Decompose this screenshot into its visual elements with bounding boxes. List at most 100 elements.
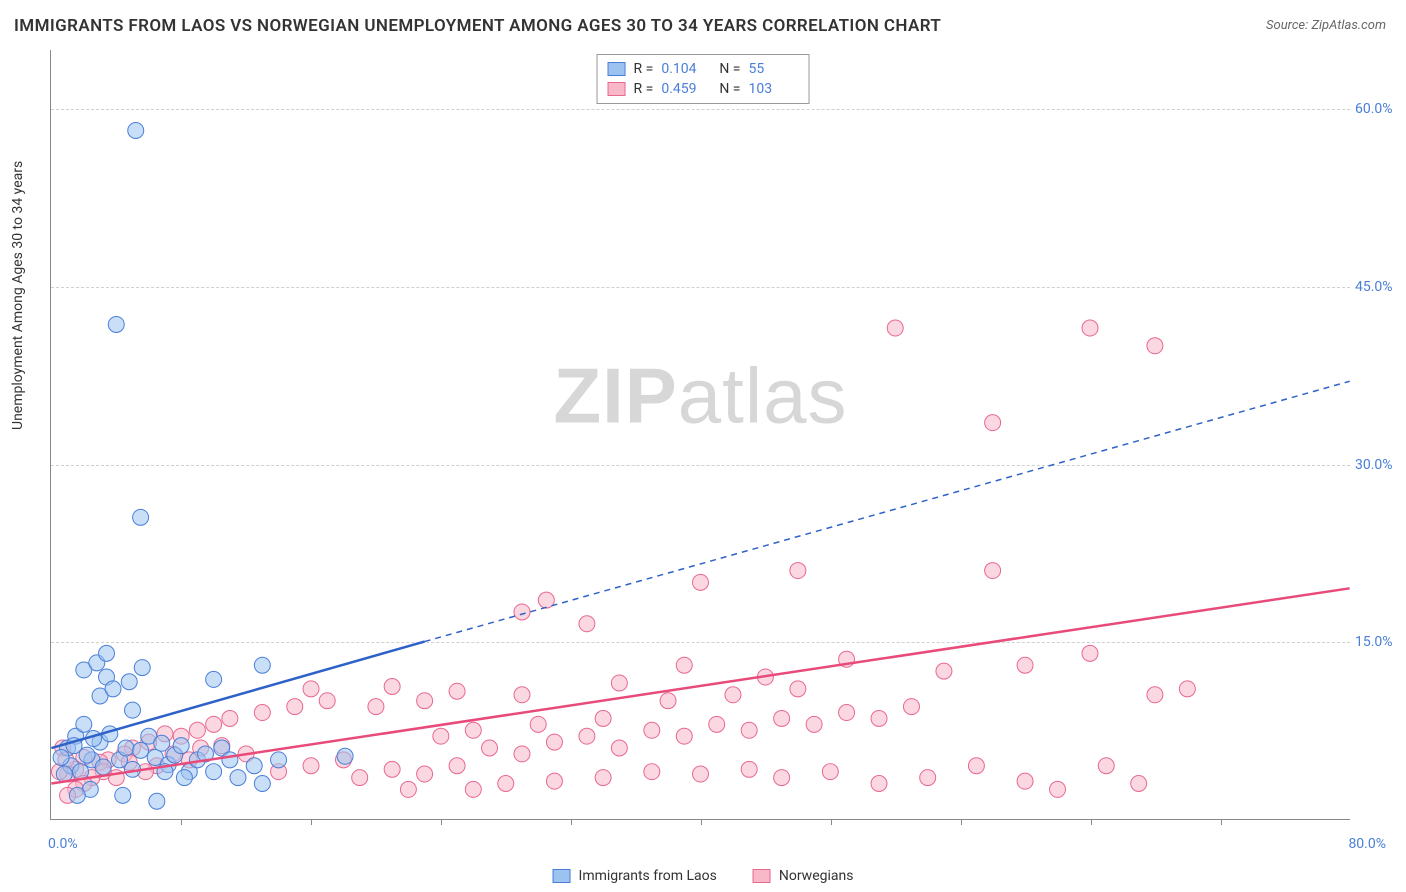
scatter-plot-svg bbox=[51, 50, 1350, 819]
data-point bbox=[1050, 781, 1066, 797]
data-point bbox=[400, 781, 416, 797]
data-point bbox=[1147, 687, 1163, 703]
data-point bbox=[660, 693, 676, 709]
data-point bbox=[95, 759, 111, 775]
data-point bbox=[741, 761, 757, 777]
data-point bbox=[254, 657, 270, 673]
data-point bbox=[433, 728, 449, 744]
data-point bbox=[546, 734, 562, 750]
x-tick bbox=[701, 819, 702, 825]
legend-row-series-a: R = 0.104 N = 55 bbox=[608, 59, 799, 79]
x-tick bbox=[181, 819, 182, 825]
legend-row-series-b: R = 0.459 N = 103 bbox=[608, 79, 799, 99]
data-point bbox=[693, 766, 709, 782]
data-point bbox=[579, 728, 595, 744]
y-tick-label: 30.0% bbox=[1355, 457, 1406, 473]
data-point bbox=[1017, 657, 1033, 673]
data-point bbox=[246, 758, 262, 774]
x-tick bbox=[1091, 819, 1092, 825]
x-tick bbox=[1221, 819, 1222, 825]
data-point bbox=[417, 766, 433, 782]
data-point bbox=[352, 770, 368, 786]
data-point bbox=[839, 705, 855, 721]
data-point bbox=[546, 773, 562, 789]
r-value-b: 0.459 bbox=[661, 81, 711, 97]
data-point bbox=[134, 660, 150, 676]
data-point bbox=[1082, 320, 1098, 336]
data-point bbox=[465, 722, 481, 738]
correlation-legend: R = 0.104 N = 55 R = 0.459 N = 103 bbox=[597, 54, 810, 104]
data-point bbox=[514, 746, 530, 762]
data-point bbox=[128, 122, 144, 138]
x-axis-min-label: 0.0% bbox=[48, 836, 78, 852]
series-legend: Immigrants from Laos Norwegians bbox=[553, 868, 854, 884]
data-point bbox=[790, 681, 806, 697]
data-point bbox=[774, 770, 790, 786]
data-point bbox=[871, 710, 887, 726]
data-point bbox=[53, 749, 69, 765]
data-point bbox=[725, 687, 741, 703]
legend-label-a: Immigrants from Laos bbox=[579, 868, 717, 884]
data-point bbox=[449, 683, 465, 699]
swatch-series-b bbox=[753, 869, 771, 883]
data-point bbox=[173, 738, 189, 754]
data-point bbox=[1179, 681, 1195, 697]
data-point bbox=[79, 747, 95, 763]
x-tick bbox=[311, 819, 312, 825]
x-tick bbox=[831, 819, 832, 825]
data-point bbox=[936, 663, 952, 679]
y-tick-label: 60.0% bbox=[1355, 101, 1406, 117]
n-value-a: 55 bbox=[748, 61, 798, 77]
data-point bbox=[154, 735, 170, 751]
legend-item-b: Norwegians bbox=[753, 868, 854, 884]
data-point bbox=[115, 787, 131, 803]
data-point bbox=[530, 716, 546, 732]
data-point bbox=[1098, 758, 1114, 774]
x-axis-max-label: 80.0% bbox=[1348, 836, 1386, 852]
data-point bbox=[69, 787, 85, 803]
data-point bbox=[254, 705, 270, 721]
data-point bbox=[611, 740, 627, 756]
data-point bbox=[319, 693, 335, 709]
data-point bbox=[790, 563, 806, 579]
data-point bbox=[206, 764, 222, 780]
data-point bbox=[449, 758, 465, 774]
data-point bbox=[774, 710, 790, 726]
data-point bbox=[105, 681, 121, 697]
data-point bbox=[254, 776, 270, 792]
data-point bbox=[887, 320, 903, 336]
data-point bbox=[693, 574, 709, 590]
data-point bbox=[303, 758, 319, 774]
x-tick bbox=[441, 819, 442, 825]
swatch-series-b bbox=[608, 82, 626, 96]
data-point bbox=[384, 679, 400, 695]
data-point bbox=[903, 699, 919, 715]
n-value-b: 103 bbox=[748, 81, 798, 97]
data-point bbox=[595, 770, 611, 786]
data-point bbox=[287, 699, 303, 715]
data-point bbox=[121, 674, 137, 690]
data-point bbox=[676, 657, 692, 673]
data-point bbox=[76, 716, 92, 732]
data-point bbox=[595, 710, 611, 726]
chart-container: IMMIGRANTS FROM LAOS VS NORWEGIAN UNEMPL… bbox=[0, 0, 1406, 892]
data-point bbox=[514, 687, 530, 703]
data-point bbox=[1017, 773, 1033, 789]
data-point bbox=[920, 770, 936, 786]
data-point bbox=[99, 645, 115, 661]
data-point bbox=[368, 699, 384, 715]
data-point bbox=[644, 764, 660, 780]
data-point bbox=[206, 671, 222, 687]
y-tick-label: 45.0% bbox=[1355, 279, 1406, 295]
n-label: N = bbox=[719, 81, 740, 97]
r-label: R = bbox=[634, 81, 654, 97]
swatch-series-a bbox=[608, 62, 626, 76]
source-attribution: Source: ZipAtlas.com bbox=[1266, 18, 1386, 33]
legend-label-b: Norwegians bbox=[779, 868, 854, 884]
data-point bbox=[176, 770, 192, 786]
data-point bbox=[465, 781, 481, 797]
r-label: R = bbox=[634, 61, 654, 77]
data-point bbox=[741, 722, 757, 738]
data-point bbox=[514, 604, 530, 620]
x-tick bbox=[571, 819, 572, 825]
